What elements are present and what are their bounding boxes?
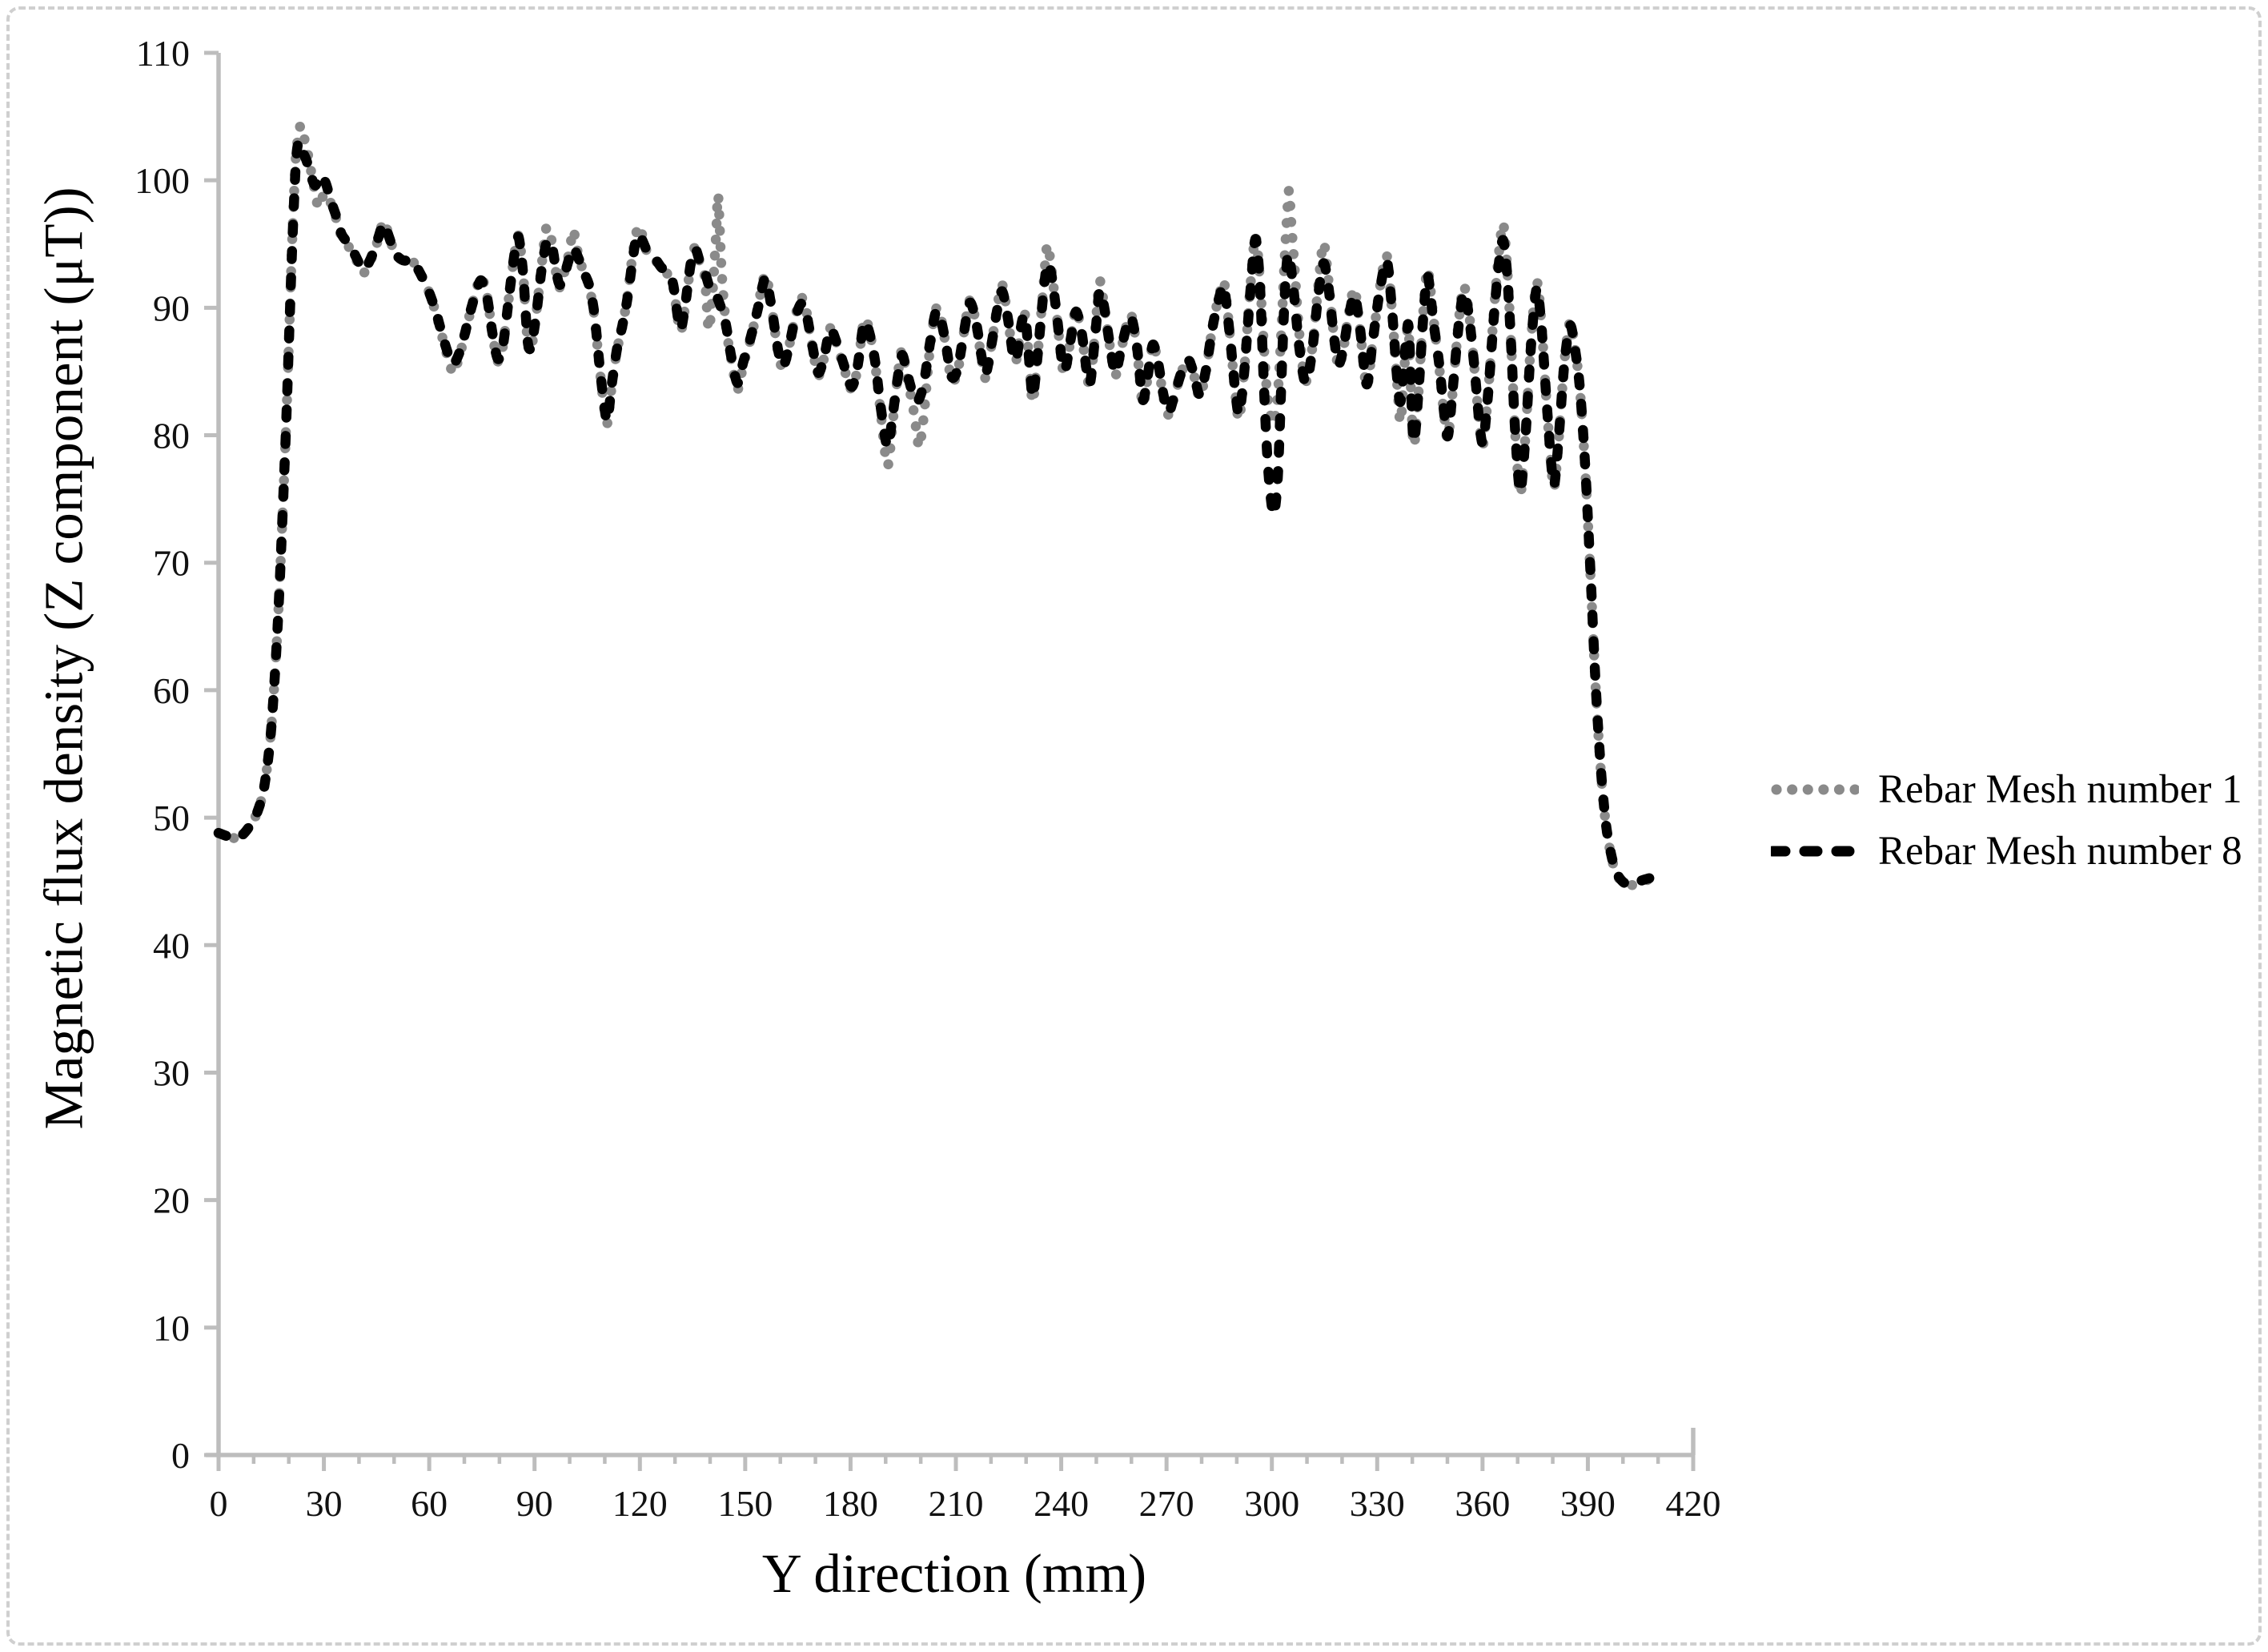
x-tick-label: 270 — [1139, 1483, 1194, 1524]
y-tick-label: 20 — [153, 1180, 190, 1221]
x-tick-label: 390 — [1560, 1483, 1616, 1524]
y-tick-label: 50 — [153, 798, 190, 838]
x-tick-label: 360 — [1455, 1483, 1510, 1524]
x-tick-label: 60 — [411, 1483, 448, 1524]
x-tick-label: 330 — [1350, 1483, 1405, 1524]
legend-label: Rebar Mesh number 1 — [1878, 767, 2242, 812]
series-line-2 — [213, 136, 1664, 890]
x-axis-title: Y direction (mm) — [761, 1543, 1147, 1604]
series-line-1 — [213, 120, 1664, 890]
y-tick-label: 60 — [153, 670, 190, 711]
y-tick-label: 10 — [153, 1308, 190, 1349]
x-tick-label: 120 — [612, 1483, 668, 1524]
legend-item: Rebar Mesh number 8 — [1771, 827, 2242, 875]
y-tick-label: 80 — [153, 416, 190, 456]
x-tick-label: 420 — [1666, 1483, 1721, 1524]
y-tick-label: 0 — [171, 1435, 190, 1476]
y-tick-label: 30 — [153, 1052, 190, 1093]
x-tick-label: 300 — [1244, 1483, 1299, 1524]
x-tick-label: 210 — [929, 1483, 984, 1524]
x-tick-label: 240 — [1034, 1483, 1089, 1524]
y-tick-label: 40 — [153, 925, 190, 966]
x-tick-label: 180 — [823, 1483, 878, 1524]
y-tick-label: 100 — [134, 160, 190, 201]
dashed-line-swatch — [1771, 846, 1859, 857]
y-tick-label: 110 — [136, 33, 190, 74]
legend-item: Rebar Mesh number 1 — [1771, 766, 2242, 814]
y-axis-title: Magnetic flux density (Z component (μT)) — [33, 187, 94, 1130]
x-tick-label: 30 — [306, 1483, 343, 1524]
x-tick-label: 150 — [717, 1483, 773, 1524]
dotted-line-swatch — [1771, 784, 1859, 795]
y-tick-label: 90 — [153, 287, 190, 328]
x-tick-label: 0 — [210, 1483, 228, 1524]
legend: Rebar Mesh number 1 Rebar Mesh number 8 — [1771, 766, 2242, 889]
y-tick-label: 70 — [153, 543, 190, 584]
x-tick-label: 90 — [516, 1483, 553, 1524]
legend-label: Rebar Mesh number 8 — [1878, 829, 2242, 874]
